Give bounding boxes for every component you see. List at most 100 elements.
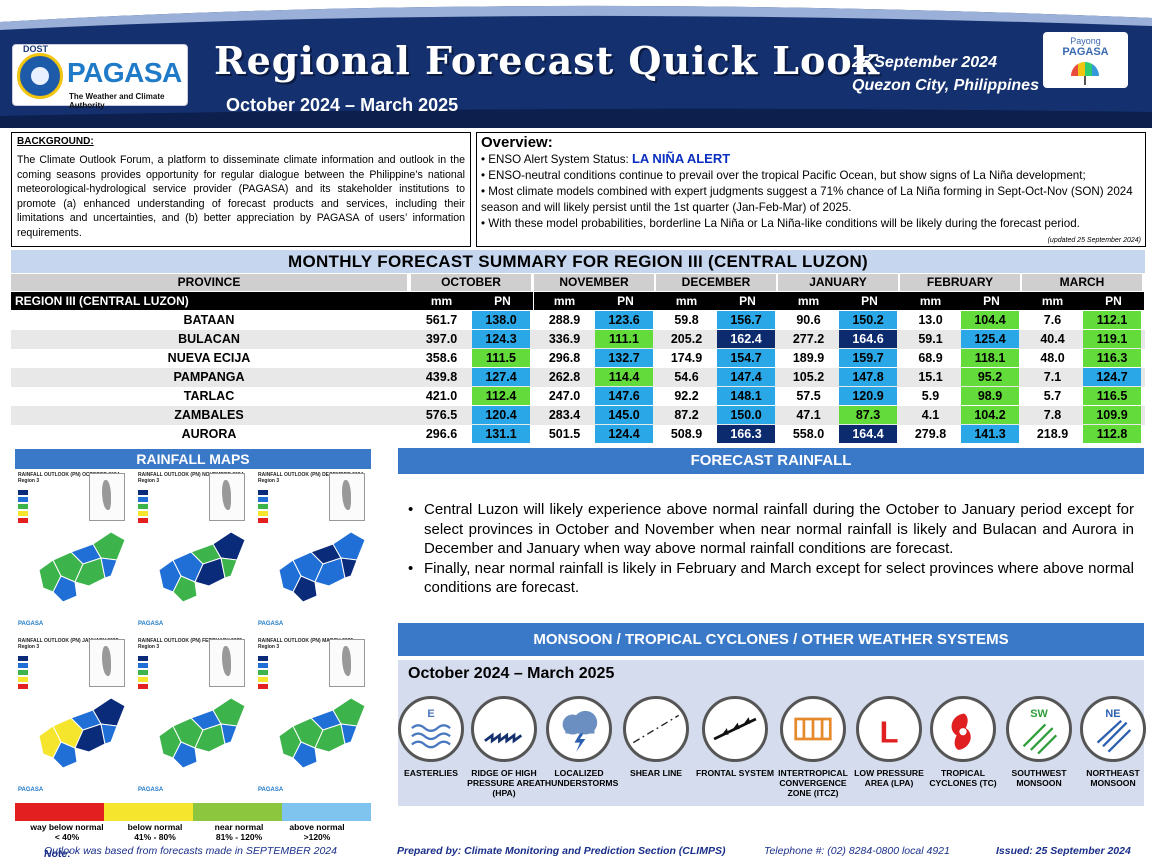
rainfall-pn-cell: 127.4 bbox=[472, 368, 530, 386]
rainfall-mm-cell: 48.0 bbox=[1040, 351, 1065, 365]
map-pagasa-logo: PAGASA bbox=[138, 621, 164, 627]
rainfall-pn-cell: 98.9 bbox=[961, 387, 1019, 405]
background-title: BACKGROUND: bbox=[17, 136, 94, 147]
enso-status-line: • ENSO Alert System Status: LA NIÑA ALER… bbox=[481, 151, 731, 166]
header-date: 25 September 2024 bbox=[852, 54, 997, 71]
forecast-bullet: Central Luzon will likely experience abo… bbox=[406, 500, 1134, 559]
rainfall-mm-cell: 7.8 bbox=[1043, 408, 1062, 422]
rainfall-pn-cell: 164.4 bbox=[839, 425, 897, 443]
rainfall-pn-cell: 104.4 bbox=[961, 311, 1019, 329]
map-title: RAINFALL OUTLOOK (PN) FEBRUARY 2025 Regi… bbox=[138, 638, 243, 650]
rainfall-mm-cell: 558.0 bbox=[792, 427, 825, 441]
unit-mm-header: mm bbox=[656, 292, 717, 310]
southwest-monsoon-icon: SW bbox=[1006, 696, 1072, 762]
month-header: FEBRUARY bbox=[900, 274, 1020, 291]
province-name: ZAMBALES bbox=[174, 408, 244, 422]
agency-name: PAGASA bbox=[67, 57, 182, 88]
page-header: DOST PAGASA The Weather and Climate Auth… bbox=[0, 0, 1152, 128]
philippines-inset-map bbox=[209, 639, 245, 687]
rainfall-pn-cell: 112.4 bbox=[472, 387, 530, 405]
region-map-shape bbox=[158, 531, 246, 603]
payong-label: Payong bbox=[1070, 36, 1101, 46]
svg-text:NE: NE bbox=[1105, 708, 1120, 720]
map-title: RAINFALL OUTLOOK (PN) NOVEMBER 2024 Regi… bbox=[138, 472, 244, 484]
rainfall-map: RAINFALL OUTLOOK (PN) JANUARY 2025 Regio… bbox=[15, 636, 131, 797]
map-legend bbox=[18, 490, 48, 525]
rainfall-pn-cell: 120.9 bbox=[839, 387, 897, 405]
rainfall-pn-cell: 112.8 bbox=[1083, 425, 1141, 443]
rainfall-pn-cell: 111.5 bbox=[472, 349, 530, 367]
itcz-icon bbox=[780, 696, 846, 762]
low-pressure-icon: L bbox=[856, 696, 922, 762]
legend-category: near normal bbox=[214, 822, 264, 832]
month-header: DECEMBER bbox=[656, 274, 776, 291]
overview-bullet-text: ENSO-neutral conditions continue to prev… bbox=[488, 169, 1086, 182]
weather-system-label: INTERTROPICAL CONVERGENCE ZONE (ITCZ) bbox=[778, 768, 848, 798]
forecast-period: October 2024 – March 2025 bbox=[226, 95, 459, 115]
month-header: MARCH bbox=[1022, 274, 1142, 291]
background-panel: BACKGROUND: The Climate Outlook Forum, a… bbox=[11, 132, 471, 247]
rainfall-pn-cell: 132.7 bbox=[595, 349, 653, 367]
svg-text:E: E bbox=[427, 708, 434, 720]
rainfall-pn-cell: 112.1 bbox=[1083, 311, 1141, 329]
rainfall-map: RAINFALL OUTLOOK (PN) DECEMBER 2024 Regi… bbox=[255, 470, 371, 631]
rainfall-pn-cell: 109.9 bbox=[1083, 406, 1141, 424]
map-pagasa-logo: PAGASA bbox=[18, 787, 44, 793]
rainfall-mm-cell: 7.1 bbox=[1043, 370, 1062, 384]
legend-range: 81% - 120% bbox=[215, 832, 263, 842]
rainfall-legend bbox=[15, 803, 371, 821]
map-legend bbox=[258, 656, 288, 691]
rainfall-pn-cell: 150.2 bbox=[839, 311, 897, 329]
shear-line-icon bbox=[623, 696, 689, 762]
pagasa-seal-icon bbox=[17, 53, 63, 99]
svg-text:SW: SW bbox=[1030, 708, 1048, 720]
rainfall-pn-cell: 145.0 bbox=[595, 406, 653, 424]
rainfall-map: RAINFALL OUTLOOK (PN) OCTOBER 2024 Regio… bbox=[15, 470, 131, 631]
rainfall-mm-cell: 7.6 bbox=[1043, 313, 1062, 327]
rainfall-pn-cell: 164.6 bbox=[839, 330, 897, 348]
weather-systems-title: MONSOON / TROPICAL CYCLONES / OTHER WEAT… bbox=[398, 623, 1144, 656]
legend-swatch-above bbox=[282, 803, 371, 821]
map-legend bbox=[138, 656, 168, 691]
rainfall-maps-title: RAINFALL MAPS bbox=[15, 449, 371, 469]
rainfall-pn-cell: 116.3 bbox=[1083, 349, 1141, 367]
forecast-bullet: Finally, near normal rainfall is likely … bbox=[406, 559, 1134, 598]
rainfall-map: RAINFALL OUTLOOK (PN) MARCH 2025 Region … bbox=[255, 636, 371, 797]
month-header: JANUARY bbox=[778, 274, 898, 291]
legend-category: way below normal bbox=[30, 822, 104, 832]
rainfall-pn-cell: 119.1 bbox=[1083, 330, 1141, 348]
rainfall-mm-cell: 279.8 bbox=[914, 427, 947, 441]
rainfall-mm-cell: 421.0 bbox=[425, 389, 458, 403]
unit-pn-header: PN bbox=[1083, 292, 1144, 310]
rainfall-mm-cell: 508.9 bbox=[670, 427, 703, 441]
region-map-shape bbox=[278, 531, 366, 603]
legend-label: below normal 41% - 80% bbox=[110, 822, 200, 842]
rainfall-pn-cell: 125.4 bbox=[961, 330, 1019, 348]
systems-period: October 2024 – March 2025 bbox=[408, 665, 615, 682]
rainfall-pn-cell: 111.1 bbox=[595, 330, 653, 348]
legend-range: 41% - 80% bbox=[134, 832, 176, 842]
rainfall-mm-cell: 92.2 bbox=[674, 389, 699, 403]
province-name: TARLAC bbox=[183, 389, 235, 403]
rainfall-pn-cell: 87.3 bbox=[839, 406, 897, 424]
footer-note: Note: Outlook was based from forecasts m… bbox=[44, 845, 337, 860]
rainfall-mm-cell: 247.0 bbox=[548, 389, 581, 403]
rainfall-mm-cell: 262.8 bbox=[548, 370, 581, 384]
rainfall-pn-cell: 124.7 bbox=[1083, 368, 1141, 386]
rainfall-mm-cell: 5.7 bbox=[1043, 389, 1062, 403]
province-name: BATAAN bbox=[183, 313, 235, 327]
province-name: PAMPANGA bbox=[173, 370, 245, 384]
easterlies-icon: E bbox=[398, 696, 464, 762]
map-legend bbox=[18, 656, 48, 691]
map-title: RAINFALL OUTLOOK (PN) DECEMBER 2024 Regi… bbox=[258, 472, 364, 484]
rainfall-mm-cell: 54.6 bbox=[674, 370, 699, 384]
rainfall-mm-cell: 47.1 bbox=[796, 408, 821, 422]
page-title: Regional Forecast Quick Look bbox=[214, 38, 881, 83]
rainfall-mm-cell: 59.8 bbox=[674, 313, 699, 327]
rainfall-pn-cell: 156.7 bbox=[717, 311, 775, 329]
philippines-inset-map bbox=[209, 473, 245, 521]
rainfall-mm-cell: 277.2 bbox=[792, 332, 825, 346]
frontal-system-icon bbox=[702, 696, 768, 762]
unit-mm-header: mm bbox=[411, 292, 472, 310]
weather-system-label: RIDGE OF HIGH PRESSURE AREA (HPA) bbox=[467, 768, 541, 798]
